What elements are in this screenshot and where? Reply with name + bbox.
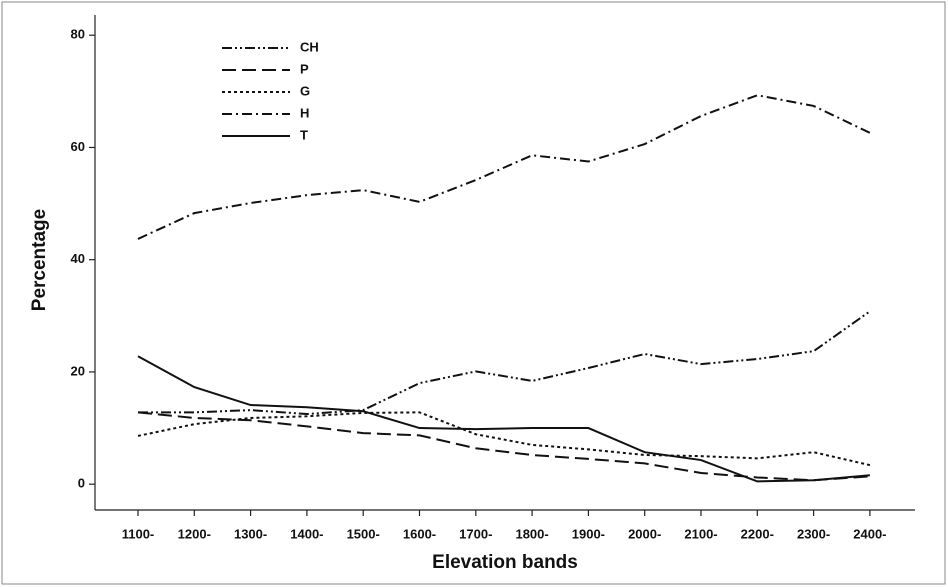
y-tick-label: 40 — [71, 251, 85, 266]
x-tick-label: 1200- — [178, 526, 211, 541]
series-line — [138, 310, 871, 416]
y-tick-label: 60 — [71, 139, 85, 154]
series-line — [137, 411, 871, 467]
legend-label: CH — [300, 39, 319, 54]
legend-label: G — [300, 83, 310, 98]
series-line — [137, 411, 870, 482]
legend-label: T — [300, 127, 308, 142]
legend-label: P — [300, 61, 309, 76]
x-tick-label: 1300- — [234, 526, 267, 541]
x-tick-label: 1400- — [290, 526, 323, 541]
x-axis-label: Elevation bands — [432, 552, 578, 573]
legend-label: H — [300, 105, 309, 120]
x-tick-label: 1900- — [572, 526, 605, 541]
x-tick-label: 1100- — [122, 526, 155, 541]
y-tick-label: 80 — [71, 27, 85, 42]
y-tick-label: 0 — [78, 476, 85, 491]
x-tick-label: 2200- — [741, 526, 774, 541]
x-tick-label: 1500- — [347, 526, 380, 541]
series-line — [137, 94, 871, 240]
y-tick-label: 20 — [71, 363, 85, 378]
series-line — [137, 355, 870, 483]
x-tick-label: 1800- — [515, 526, 548, 541]
y-axis-label: Percentage — [29, 209, 50, 311]
x-tick-label: 2300- — [797, 526, 830, 541]
x-tick-label: 1700- — [459, 526, 492, 541]
x-tick-label: 2100- — [684, 526, 717, 541]
x-tick-label: 2000- — [628, 526, 661, 541]
x-tick-label: 2400- — [853, 526, 886, 541]
x-tick-label: 1600- — [403, 526, 436, 541]
